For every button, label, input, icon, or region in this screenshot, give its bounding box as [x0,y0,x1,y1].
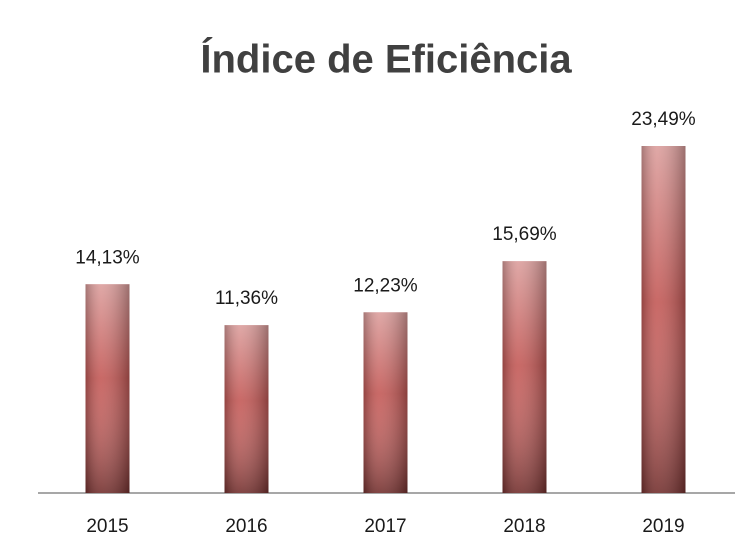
value-label: 12,23% [353,275,418,296]
x-tick-label: 2018 [503,516,545,537]
chart-title: Índice de Eficiência [200,37,572,82]
x-tick-label: 2015 [86,516,128,537]
value-label: 23,49% [631,109,696,130]
x-tick-label: 2019 [642,516,684,537]
bar-shade [641,146,686,493]
bar-shade [224,325,269,493]
value-label: 14,13% [75,247,140,268]
x-tick-label: 2017 [364,516,406,537]
bar-shade [85,284,130,493]
value-label: 15,69% [492,224,557,245]
x-tick-label: 2016 [225,516,267,537]
value-label: 11,36% [215,288,278,309]
bar-shade [363,312,408,493]
bar-shade [502,261,547,493]
